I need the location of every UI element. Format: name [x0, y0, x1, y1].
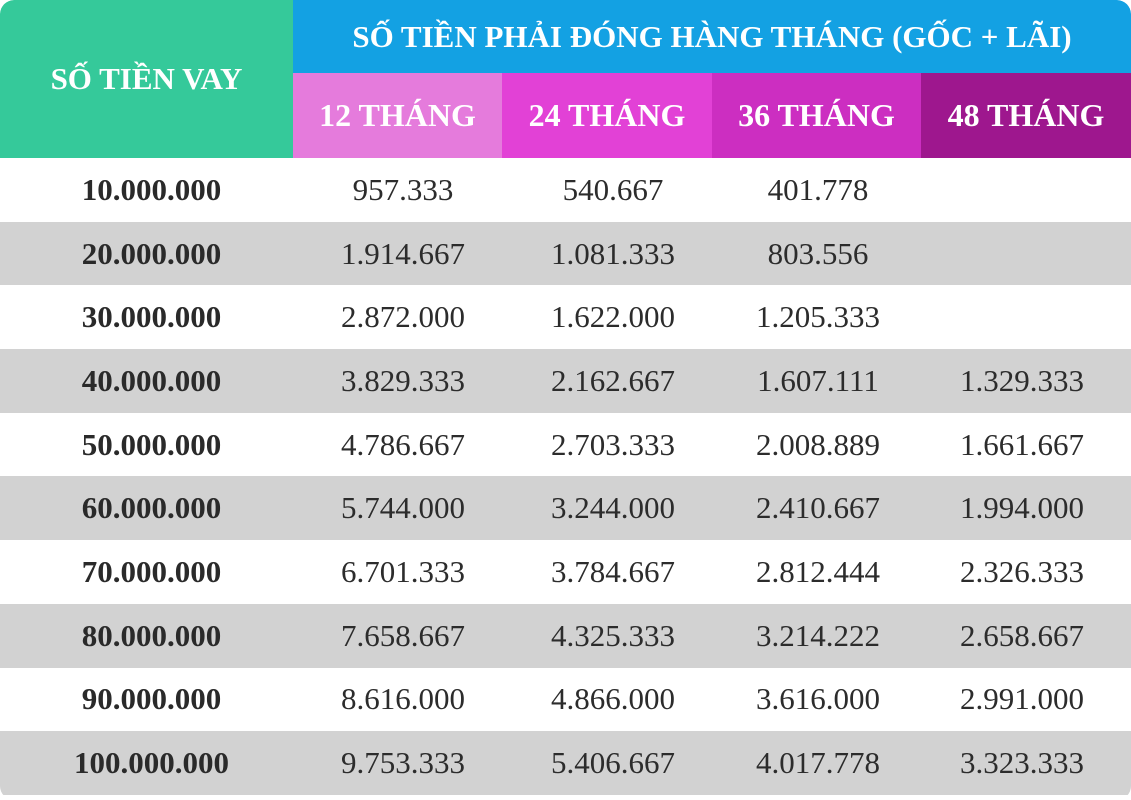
loan-amount-cell: 80.000.000 — [81, 617, 222, 653]
loan-amount-cell: 30.000.000 — [81, 299, 222, 335]
monthly-payment-header: SỐ TIỀN PHẢI ĐÓNG HÀNG THÁNG (GỐC + LÃI) — [293, 0, 1131, 73]
term-header-36: 36 THÁNG — [712, 73, 921, 158]
payment-cell-36: 2.410.667 — [756, 490, 880, 526]
payment-cell-48: 1.329.333 — [960, 362, 1084, 398]
payment-cell-24: 1.622.000 — [551, 299, 675, 335]
payment-cell-12: 7.658.667 — [341, 617, 465, 653]
payment-cell-24: 540.667 — [562, 171, 664, 207]
payment-cell-48: 1.994.000 — [960, 490, 1084, 526]
payment-cell-24: 4.325.333 — [551, 617, 675, 653]
loan-amount-cell: 90.000.000 — [81, 681, 222, 717]
loan-amount-header: SỐ TIỀN VAY — [0, 0, 293, 158]
payment-cell-48 — [913, 222, 1131, 286]
payment-cell-48 — [913, 285, 1131, 349]
table-body: 10.000.000 957.333 540.667 401.778 20.00… — [0, 158, 1131, 795]
table-row: 70.000.000 6.701.333 3.784.667 2.812.444… — [0, 540, 1131, 604]
payment-cell-12: 2.872.000 — [341, 299, 465, 335]
loan-amount-cell: 50.000.000 — [81, 426, 222, 462]
payment-cell-36: 1.607.111 — [757, 362, 879, 398]
payment-cell-12: 5.744.000 — [341, 490, 465, 526]
payment-cell-36: 3.616.000 — [756, 681, 880, 717]
payment-cell-48: 2.658.667 — [960, 617, 1084, 653]
payment-cell-24: 3.784.667 — [551, 553, 675, 589]
table-row: 20.000.000 1.914.667 1.081.333 803.556 — [0, 221, 1131, 286]
table-row: 50.000.000 4.786.667 2.703.333 2.008.889… — [0, 413, 1131, 477]
payment-cell-12: 4.786.667 — [341, 426, 465, 462]
loan-amount-cell: 70.000.000 — [81, 553, 222, 589]
payment-cell-36: 3.214.222 — [756, 617, 880, 653]
payment-cell-12: 6.701.333 — [341, 553, 465, 589]
table-row: 30.000.000 2.872.000 1.622.000 1.205.333 — [0, 285, 1131, 349]
loan-amount-cell: 60.000.000 — [81, 490, 222, 526]
payment-cell-24: 2.162.667 — [551, 362, 675, 398]
payment-cell-24: 4.866.000 — [551, 681, 675, 717]
payment-cell-48: 1.661.667 — [960, 426, 1084, 462]
term-header-24: 24 THÁNG — [502, 73, 712, 158]
payment-cell-12: 1.914.667 — [341, 235, 465, 271]
payment-cell-12: 3.829.333 — [341, 362, 465, 398]
payment-cell-48: 2.991.000 — [960, 681, 1084, 717]
payment-cell-12: 8.616.000 — [341, 681, 465, 717]
term-header-12: 12 THÁNG — [293, 73, 502, 158]
loan-amount-cell: 40.000.000 — [81, 362, 222, 398]
payment-cell-24: 5.406.667 — [551, 745, 675, 781]
payment-cell-24: 3.244.000 — [551, 490, 675, 526]
payment-cell-36: 803.556 — [767, 235, 869, 271]
loan-amount-cell: 10.000.000 — [81, 171, 222, 207]
loan-amount-cell: 100.000.000 — [74, 745, 229, 781]
table-row: 60.000.000 5.744.000 3.244.000 2.410.667… — [0, 476, 1131, 541]
table-row: 90.000.000 8.616.000 4.866.000 3.616.000… — [0, 668, 1131, 732]
payment-cell-36: 2.812.444 — [756, 553, 880, 589]
payment-cell-12: 9.753.333 — [341, 745, 465, 781]
table-row: 40.000.000 3.829.333 2.162.667 1.607.111… — [0, 349, 1131, 413]
payment-cell-36: 401.778 — [767, 171, 869, 207]
payment-cell-24: 1.081.333 — [551, 235, 675, 271]
payment-cell-48 — [913, 158, 1131, 222]
table-row: 10.000.000 957.333 540.667 401.778 — [0, 158, 1131, 222]
payment-cell-24: 2.703.333 — [551, 426, 675, 462]
payment-cell-36: 4.017.778 — [756, 745, 880, 781]
term-header-48: 48 THÁNG — [921, 73, 1131, 158]
payment-cell-36: 1.205.333 — [756, 299, 880, 335]
loan-amount-cell: 20.000.000 — [81, 235, 222, 271]
table-row: 100.000.000 9.753.333 5.406.667 4.017.77… — [0, 731, 1131, 795]
table-row: 80.000.000 7.658.667 4.325.333 3.214.222… — [0, 603, 1131, 668]
payment-cell-48: 2.326.333 — [960, 553, 1084, 589]
payment-cell-48: 3.323.333 — [960, 745, 1084, 781]
payment-cell-36: 2.008.889 — [756, 426, 880, 462]
payment-cell-12: 957.333 — [352, 171, 454, 207]
